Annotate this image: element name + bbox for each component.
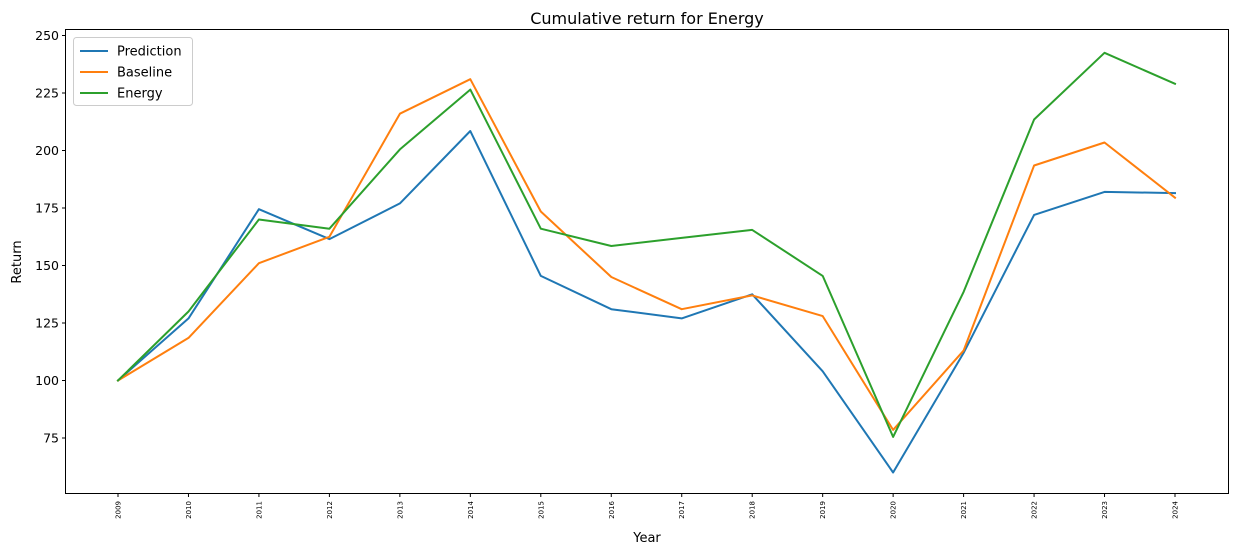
series-line-energy: [116, 51, 1177, 438]
plot-area: [116, 51, 1177, 474]
y-tick-label: 75: [43, 431, 59, 446]
x-axis: 2009 2010 2011 2012 2013 2014 2015 2016 2017 2018…: [115, 493, 1180, 519]
y-tick-label: 250: [35, 28, 59, 43]
legend-label-baseline: Baseline: [117, 66, 172, 81]
x-tick-label: 2022: [1031, 501, 1039, 519]
x-tick-label: 2017: [678, 501, 686, 519]
axes-frame: [65, 29, 1229, 494]
x-tick-label: 2020: [890, 501, 898, 519]
x-tick-label: 2023: [1101, 501, 1109, 519]
x-tick-label: 2009: [115, 501, 123, 519]
legend: Prediction Baseline Energy: [73, 37, 193, 106]
y-tick-label: 100: [35, 373, 59, 388]
x-tick-label: 2010: [185, 501, 193, 519]
legend-box: [73, 37, 193, 106]
x-tick-label: 2016: [608, 500, 616, 518]
series-line-prediction: [116, 130, 1177, 474]
x-tick-label: 2018: [749, 501, 757, 519]
x-tick-label: 2012: [326, 501, 334, 519]
x-tick-label: 2013: [396, 501, 404, 519]
x-tick-label: 2019: [819, 501, 827, 519]
legend-label-prediction: Prediction: [117, 45, 182, 60]
y-tick-label: 200: [35, 143, 59, 158]
y-tick-label: 150: [35, 258, 59, 273]
x-tick-label: 2014: [467, 500, 475, 518]
x-tick-label: 2021: [960, 501, 968, 519]
y-axis: 75 100 125 150 175 200 225 250: [35, 28, 66, 446]
series-line-baseline: [116, 78, 1177, 431]
x-tick-label: 2015: [537, 501, 545, 519]
y-tick-label: 125: [35, 316, 59, 331]
x-tick-label: 2011: [255, 501, 263, 519]
y-tick-label: 225: [35, 86, 59, 101]
y-axis-label: Return: [10, 240, 25, 283]
legend-label-energy: Energy: [117, 87, 163, 102]
x-tick-label: 2024: [1172, 500, 1180, 518]
chart-title: Cumulative return for Energy: [530, 9, 764, 28]
x-axis-label: Year: [632, 531, 661, 546]
y-tick-label: 175: [35, 201, 59, 216]
